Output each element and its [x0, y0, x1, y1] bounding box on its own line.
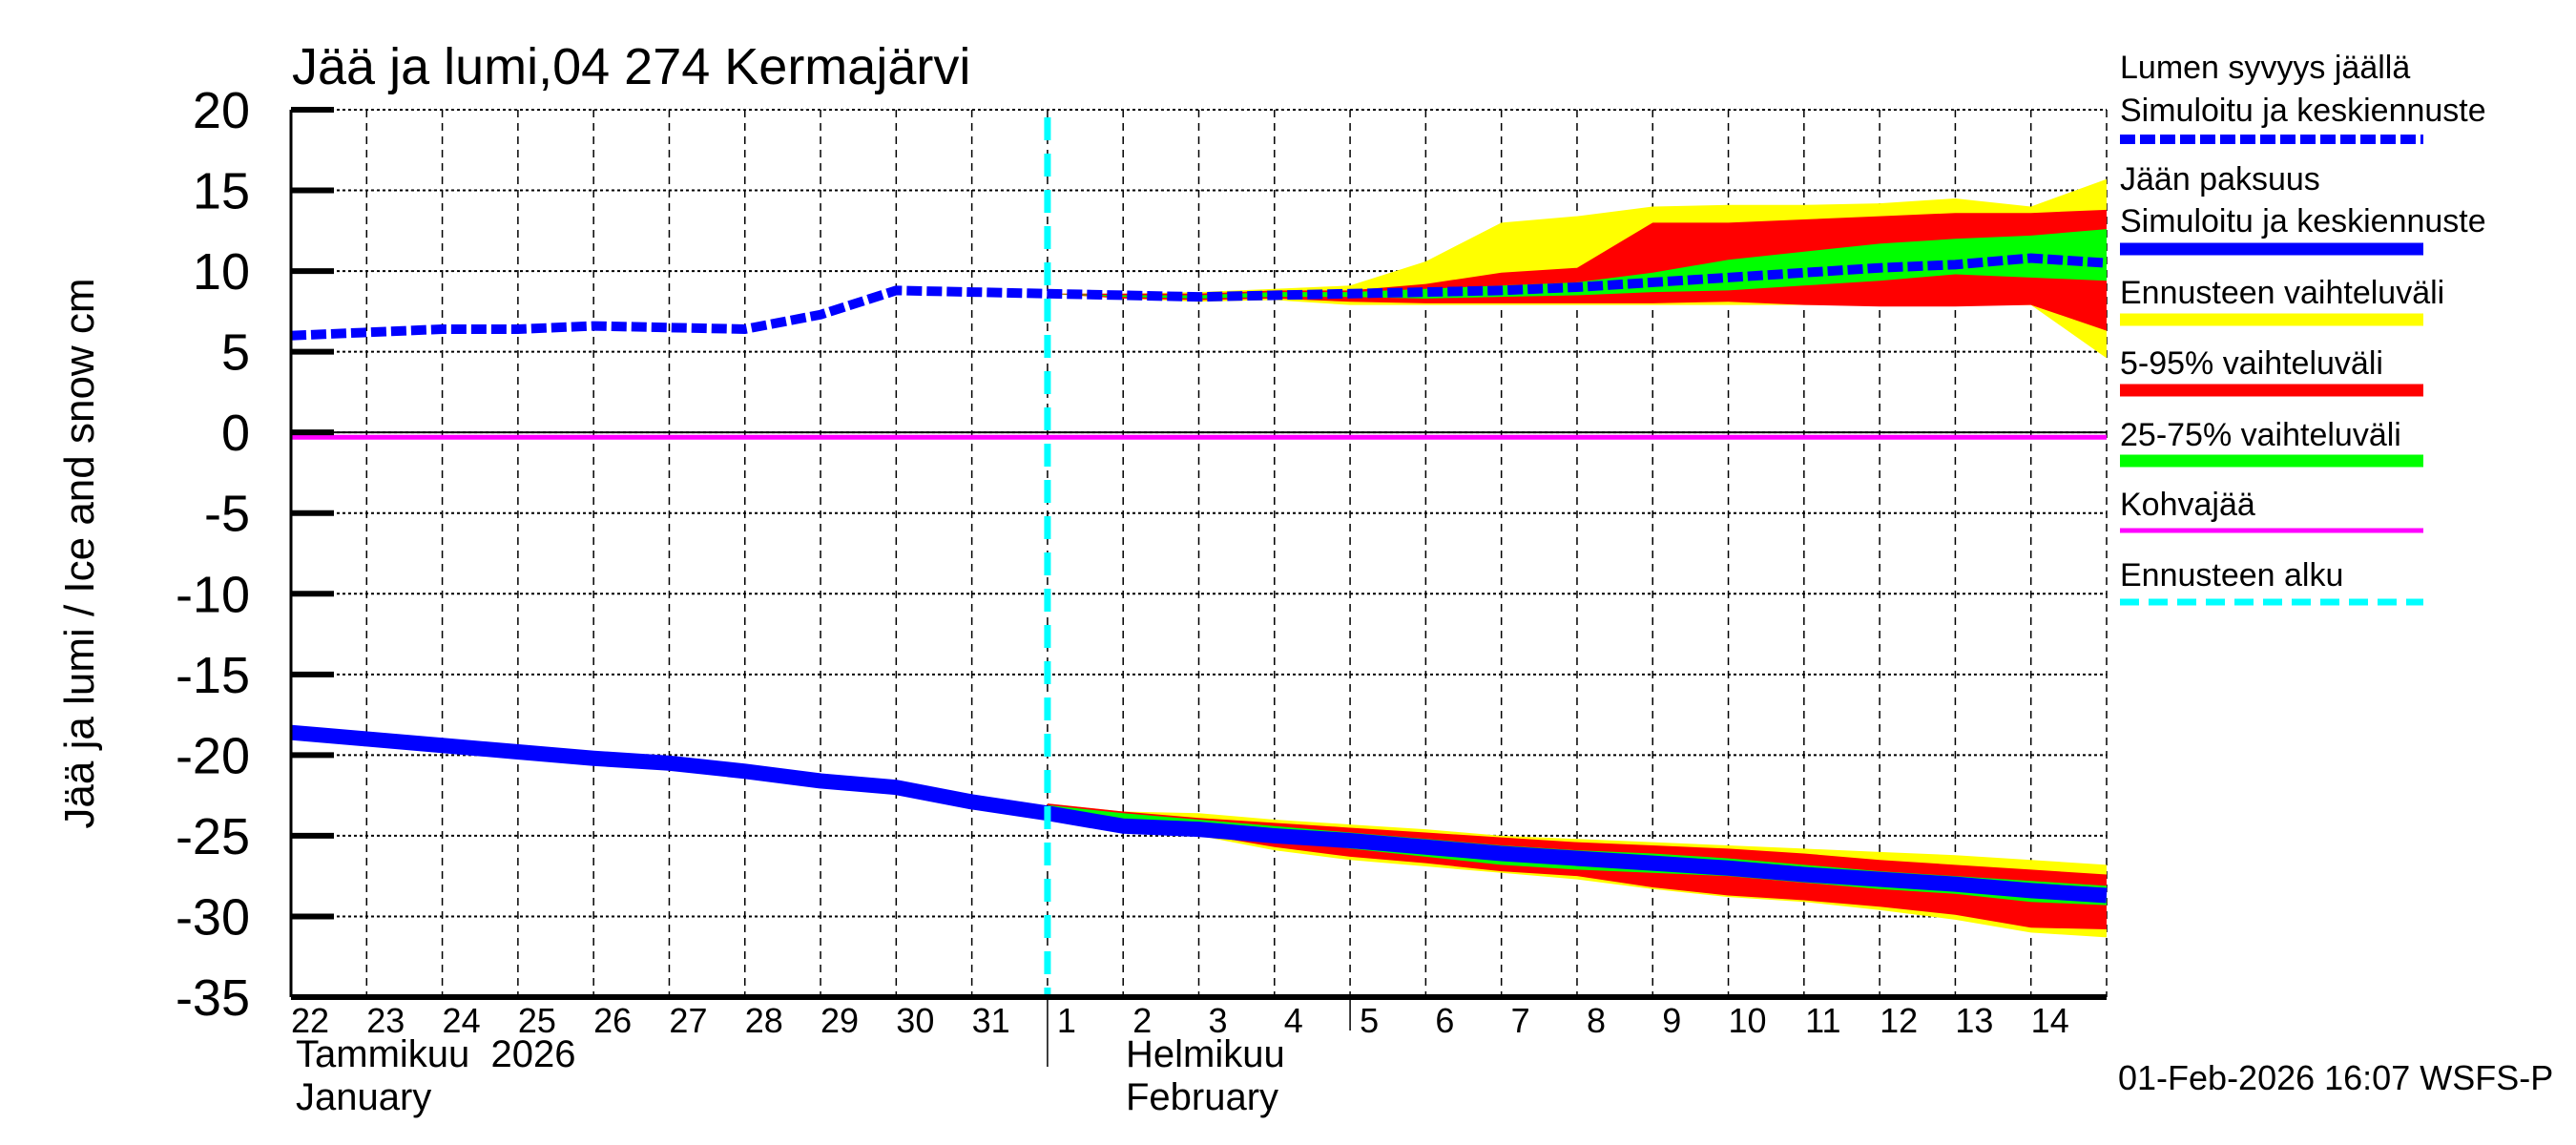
x-tick-label: 25	[518, 1001, 556, 1040]
x-tick-label: 31	[972, 1001, 1010, 1040]
x-tick-label: 7	[1511, 1001, 1530, 1040]
x-tick-label: 9	[1662, 1001, 1681, 1040]
x-tick-label: 24	[443, 1001, 481, 1040]
x-tick-label: 12	[1880, 1001, 1918, 1040]
legend-label: Simuloitu ja keskiennuste	[2120, 203, 2486, 239]
y-tick-label: 10	[193, 243, 250, 301]
snow-5-95-band	[1047, 209, 2107, 331]
x-tick-label: 10	[1729, 1001, 1767, 1040]
month-label-en-february: February	[1126, 1076, 1278, 1118]
ice-thickness-line	[290, 724, 2108, 904]
y-tick-label: 20	[193, 82, 250, 139]
x-tick-label: 4	[1284, 1001, 1303, 1040]
x-tick-label: 5	[1360, 1001, 1379, 1040]
legend-label: Simuloitu ja keskiennuste	[2120, 93, 2486, 129]
y-axis-label: Jää ja lumi / Ice and snow cm	[56, 278, 103, 828]
month-label-fi-february: Helmikuu	[1126, 1033, 1285, 1075]
snow-25-75-band	[1047, 229, 2107, 299]
x-tick-label: 27	[669, 1001, 707, 1040]
series-lines	[290, 117, 2108, 997]
x-tick-label: 2	[1132, 1001, 1152, 1040]
chart-title: Jää ja lumi,04 274 Kermajärvi	[292, 38, 970, 95]
legend-label: Ennusteen alku	[2120, 557, 2343, 593]
x-tick-label: 13	[1955, 1001, 1993, 1040]
x-tick-label: 8	[1587, 1001, 1606, 1040]
y-tick-label: 15	[193, 163, 250, 220]
footer-timestamp: 01-Feb-2026 16:07 WSFS-P	[2118, 1058, 2553, 1097]
x-tick-label: 14	[2031, 1001, 2069, 1040]
x-tick-label: 22	[291, 1001, 329, 1040]
legend-label: Kohvajää	[2120, 487, 2255, 523]
legend-label: 25-75% vaihteluväli	[2120, 417, 2401, 453]
y-tick-label: 5	[221, 324, 250, 382]
y-tick-label: 0	[221, 405, 250, 462]
y-tick-label: -30	[176, 888, 250, 946]
x-tick-label: 23	[366, 1001, 405, 1040]
x-tick-label: 30	[896, 1001, 934, 1040]
y-tick-label: -20	[176, 727, 250, 784]
x-tick-label: 26	[593, 1001, 632, 1040]
x-tick-label: 1	[1057, 1001, 1076, 1040]
legend-label: Ennusteen vaihteluväli	[2120, 275, 2444, 311]
x-tick-label: 29	[821, 1001, 859, 1040]
y-tick-label: -35	[176, 969, 250, 1027]
x-tick-label: 28	[745, 1001, 783, 1040]
month-label-en-january: January	[296, 1076, 431, 1118]
legend-label: 5-95% vaihteluväli	[2120, 345, 2383, 382]
legend-label: Jään paksuus	[2120, 161, 2320, 198]
x-tick-label: 3	[1208, 1001, 1227, 1040]
y-tick-label: -5	[204, 486, 250, 543]
x-tick-label: 6	[1435, 1001, 1454, 1040]
snow-depth-line	[290, 253, 2108, 341]
y-tick-label: -15	[176, 647, 250, 704]
y-tick-label: -25	[176, 808, 250, 865]
y-tick-label: -10	[176, 566, 250, 623]
legend: Lumen syvyys jäällä Simuloitu ja keskienn…	[2120, 50, 2486, 606]
x-tick-label: 11	[1805, 1001, 1840, 1040]
month-label-fi-january: Tammikuu 2026	[296, 1033, 575, 1075]
legend-label: Lumen syvyys jäällä	[2120, 50, 2410, 86]
